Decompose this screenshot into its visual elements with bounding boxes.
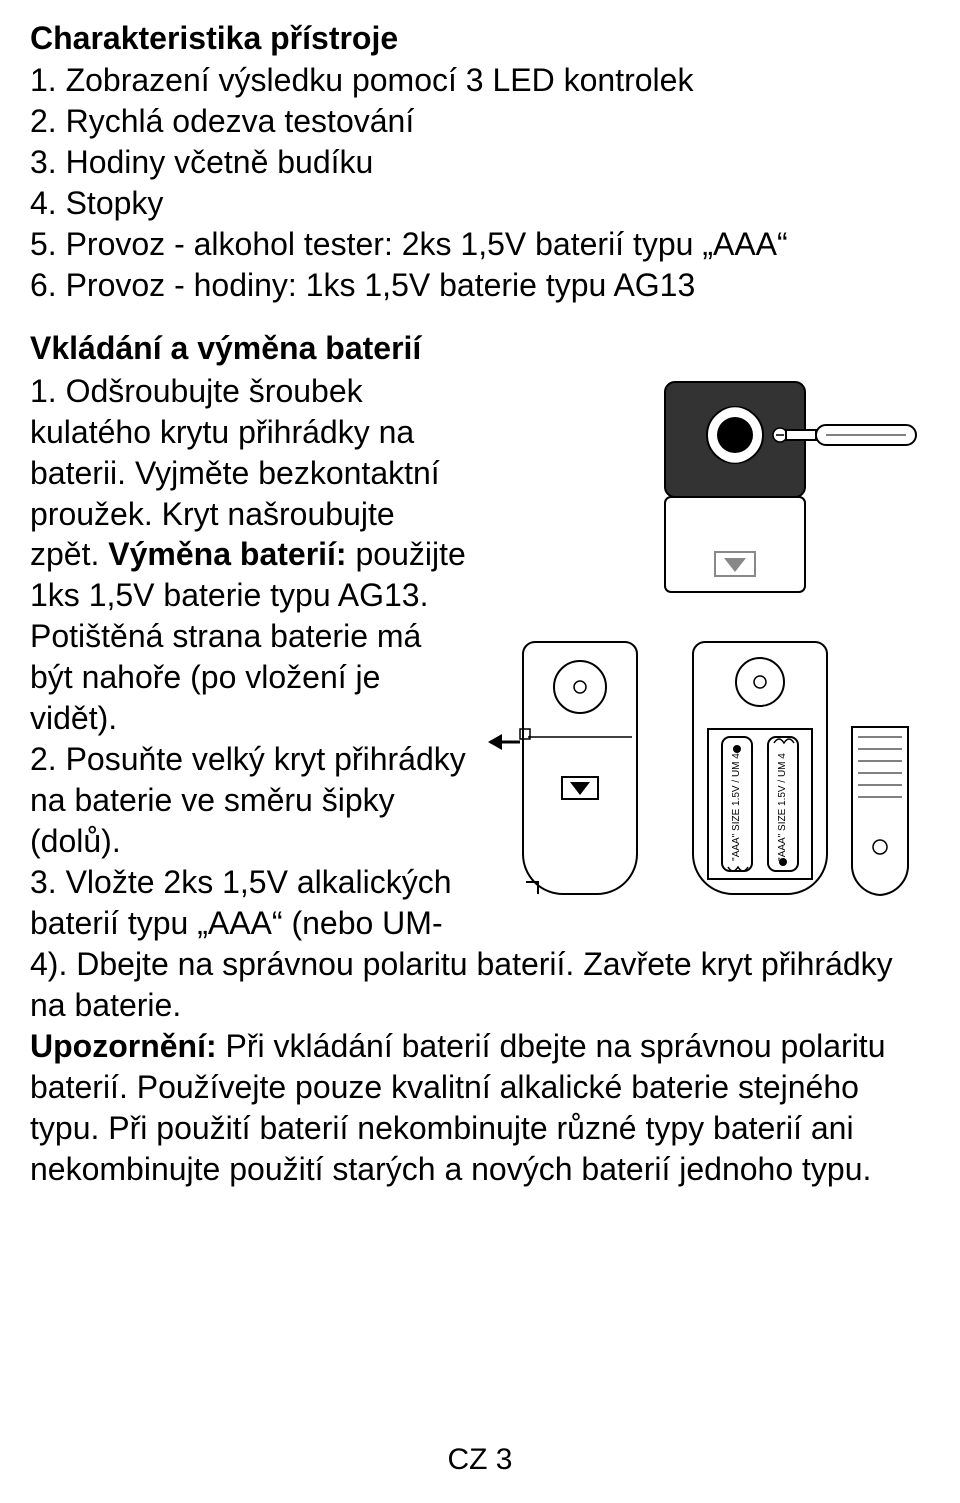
list-item: 1. Zobrazení výsledku pomocí 3 LED kontr…: [30, 60, 930, 101]
section2-heading: Vkládání a výměna baterií: [30, 328, 930, 369]
back-slide-panel: [488, 642, 637, 894]
battery-diagram: "AAA" SIZE 1.5V / UM 4 "AAA" SIZE 1.5V /…: [480, 377, 930, 917]
section1-heading: Charakteristika přístroje: [30, 18, 930, 58]
battery-label-1: "AAA" SIZE 1.5V / UM 4: [731, 752, 742, 860]
section2-body: "AAA" SIZE 1.5V / UM 4 "AAA" SIZE 1.5V /…: [30, 371, 930, 1190]
list-item: 2. Rychlá odezva testování: [30, 101, 930, 142]
feature-list: 1. Zobrazení výsledku pomocí 3 LED kontr…: [30, 60, 930, 306]
list-item: 6. Provoz - hodiny: 1ks 1,5V baterie typ…: [30, 265, 930, 306]
document-page: Charakteristika přístroje 1. Zobrazení v…: [0, 0, 960, 1503]
list-item: 5. Provoz - alkohol tester: 2ks 1,5V bat…: [30, 224, 930, 265]
battery-label-2: "AAA" SIZE 1.5V / UM 4: [777, 752, 788, 860]
page-footer: CZ 3: [0, 1443, 960, 1477]
warning-bold: Upozornění:: [30, 1028, 217, 1064]
list-item: 4. Stopky: [30, 183, 930, 224]
aaa-compartment-panel: "AAA" SIZE 1.5V / UM 4 "AAA" SIZE 1.5V /…: [693, 642, 908, 895]
list-item: 3. Hodiny včetně budíku: [30, 142, 930, 183]
step-2-text: 2. Posuňte velký kryt přihrádky na bater…: [30, 741, 466, 859]
coin-cell-panel: [665, 382, 916, 592]
step-1-bold: Výměna baterií:: [108, 536, 346, 572]
